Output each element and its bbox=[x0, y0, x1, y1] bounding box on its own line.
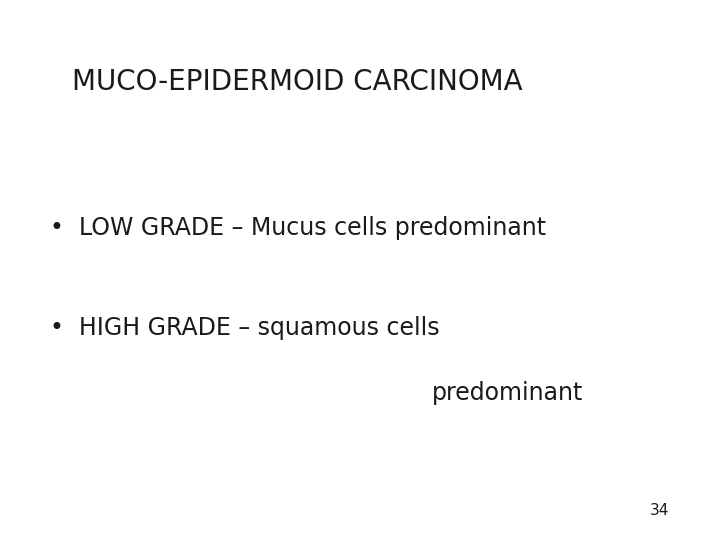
Text: 34: 34 bbox=[650, 503, 670, 518]
Text: •  HIGH GRADE – squamous cells: • HIGH GRADE – squamous cells bbox=[50, 316, 440, 340]
Text: predominant: predominant bbox=[432, 381, 583, 404]
Text: •  LOW GRADE – Mucus cells predominant: • LOW GRADE – Mucus cells predominant bbox=[50, 216, 546, 240]
Text: MUCO-EPIDERMOID CARCINOMA: MUCO-EPIDERMOID CARCINOMA bbox=[72, 68, 523, 96]
